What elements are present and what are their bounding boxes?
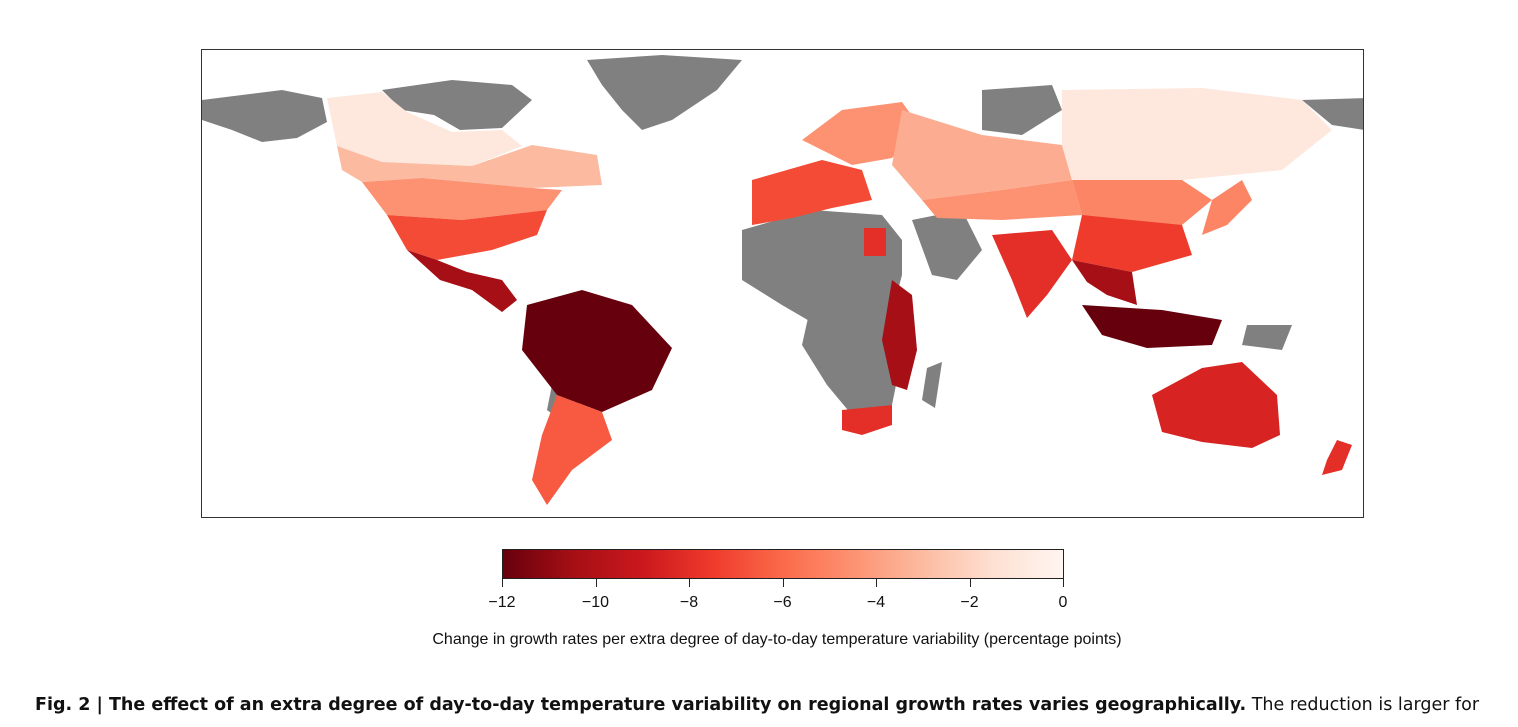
svalbard-region <box>982 85 1062 135</box>
new-zealand-region <box>1322 440 1352 475</box>
alaska-region <box>202 90 327 142</box>
colorbar-tick <box>782 579 784 587</box>
colorbar <box>502 549 1064 579</box>
mexico-central-america-region <box>407 250 517 312</box>
canada-south-region <box>337 145 602 188</box>
central-africa-region <box>802 295 902 415</box>
colorbar-tick-label: −8 <box>679 594 699 611</box>
colorbar-tick-label: −10 <box>581 594 610 611</box>
caption-label: Fig. 2 | The effect of an extra degree o… <box>35 695 1247 715</box>
colorbar-tick <box>1063 579 1064 587</box>
egypt-region <box>864 228 886 256</box>
map-svg <box>202 55 1363 505</box>
china-south-region <box>1072 215 1192 272</box>
arabia-region <box>912 210 982 280</box>
colorbar-tick-label: −12 <box>488 594 516 611</box>
canada-north-region <box>327 92 522 166</box>
indonesia-region <box>1082 305 1222 348</box>
greenland-region <box>587 55 742 130</box>
colorbar-tick-label: −2 <box>960 594 979 611</box>
east-siberia-region <box>1302 98 1363 130</box>
world-map <box>201 49 1364 518</box>
south-america-north-region <box>522 290 672 412</box>
japan-region <box>1202 180 1252 235</box>
madagascar-region <box>922 362 942 408</box>
india-region <box>992 230 1072 318</box>
colorbar-tick <box>689 579 690 587</box>
colorbar-tick-label: 0 <box>1058 594 1068 611</box>
australia-region <box>1152 362 1280 448</box>
central-asia-region <box>922 180 1082 220</box>
siberia-region <box>1062 88 1332 180</box>
russia-west-region <box>892 110 1072 200</box>
colorbar-tick <box>502 579 503 587</box>
colorbar-tick-label: −4 <box>866 594 886 611</box>
colorbar-tick-label: −6 <box>773 594 792 611</box>
south-america-south-region <box>532 395 612 505</box>
usa-north-region <box>362 178 562 220</box>
southeast-asia-region <box>1072 260 1137 305</box>
colorbar-tick <box>595 579 597 587</box>
usa-south-region <box>387 210 547 260</box>
europe-north-region <box>802 102 922 165</box>
europe-west-region <box>752 160 872 225</box>
china-north-region <box>1072 180 1212 228</box>
colorbar-title: Change in growth rates per extra degree … <box>432 631 1122 648</box>
south-africa-region <box>842 405 892 435</box>
east-africa-region <box>882 280 917 390</box>
arctic-canada-region <box>382 80 532 130</box>
png-region <box>1242 325 1292 350</box>
figure-caption: Fig. 2 | The effect of an extra degree o… <box>35 695 1505 715</box>
caption-text: The reduction is larger for <box>1246 695 1480 715</box>
colorbar-tick <box>969 579 971 587</box>
colorbar-tick <box>876 579 877 587</box>
